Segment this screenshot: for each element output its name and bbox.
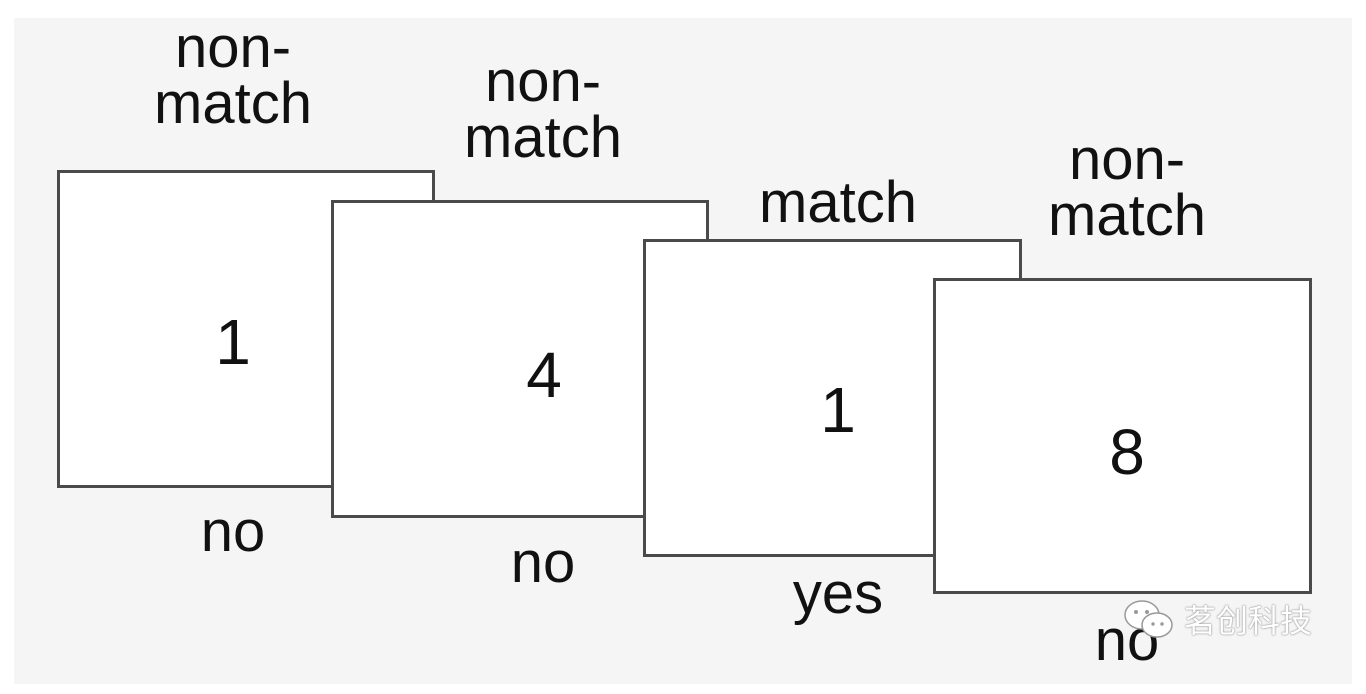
card-2-top-label: non- match — [464, 49, 622, 170]
card-3-answer: yes — [792, 561, 884, 626]
card-1-number: 1 — [215, 306, 251, 378]
card-4-number: 8 — [1109, 416, 1145, 488]
wechat-icon — [1122, 597, 1176, 641]
card-3-top-label: match — [759, 170, 917, 235]
card-4 — [933, 278, 1312, 594]
card-2-answer: no — [510, 530, 576, 595]
card-4-top-label: non- match — [1048, 127, 1206, 248]
card-3-number: 1 — [820, 374, 856, 446]
watermark-text: 茗创科技 — [1184, 603, 1313, 639]
card-1-top-label: non- match — [154, 15, 312, 136]
card-2-number: 4 — [526, 339, 562, 411]
card-1-answer: no — [200, 499, 266, 564]
watermark: 茗创科技 — [1122, 596, 1312, 642]
